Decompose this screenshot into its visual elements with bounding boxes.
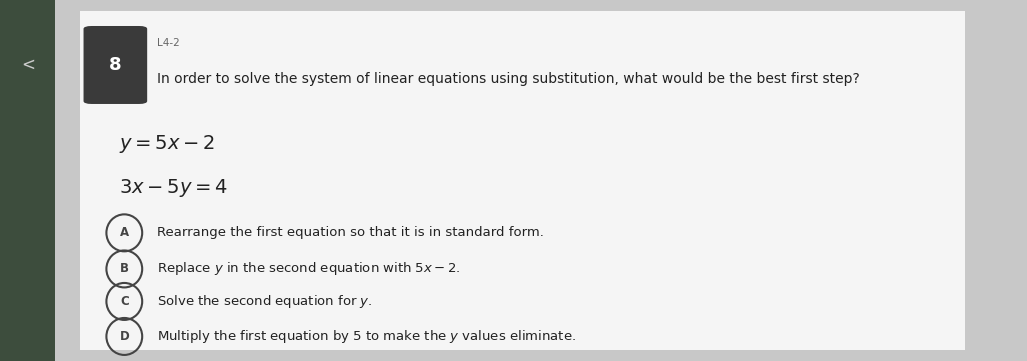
Text: B: B <box>120 262 128 275</box>
Text: C: C <box>120 295 128 308</box>
FancyBboxPatch shape <box>83 26 147 104</box>
Text: L4-2: L4-2 <box>157 38 180 48</box>
Text: $y = 5x - 2$: $y = 5x - 2$ <box>119 134 216 155</box>
Text: Replace $y$ in the second equation with $5x - 2$.: Replace $y$ in the second equation with … <box>157 260 461 278</box>
Text: Multiply the first equation by 5 to make the $y$ values eliminate.: Multiply the first equation by 5 to make… <box>157 328 576 345</box>
Bar <box>0 0 54 361</box>
Text: A: A <box>120 226 128 239</box>
Text: Rearrange the first equation so that it is in standard form.: Rearrange the first equation so that it … <box>157 226 544 239</box>
Text: In order to solve the system of linear equations using substitution, what would : In order to solve the system of linear e… <box>157 73 860 86</box>
Text: Solve the second equation for $y$.: Solve the second equation for $y$. <box>157 293 373 310</box>
Text: <: < <box>21 56 35 74</box>
Text: D: D <box>119 330 129 343</box>
Text: $3x - 5y = 4$: $3x - 5y = 4$ <box>119 177 228 199</box>
FancyBboxPatch shape <box>79 11 964 350</box>
Text: 8: 8 <box>109 56 121 74</box>
